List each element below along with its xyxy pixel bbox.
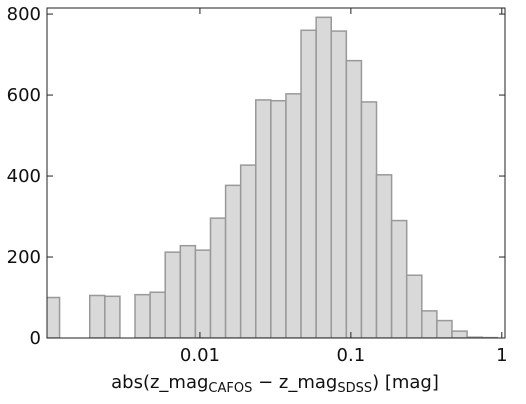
x-label-part: − z_mag [252, 372, 337, 393]
bar [105, 296, 120, 338]
bar [422, 311, 437, 338]
bar [135, 295, 150, 338]
y-tick-label: 200 [7, 247, 41, 268]
bar [241, 165, 256, 338]
y-tick-label: 400 [7, 166, 41, 187]
bar [211, 218, 226, 338]
x-label-subscript: CAFOS [208, 381, 252, 396]
x-label-subscript: SDSS [337, 381, 372, 396]
y-tick-label: 800 [7, 4, 41, 25]
bar [226, 185, 241, 338]
bar [286, 94, 301, 338]
x-label-part: abs(z_mag [111, 372, 208, 393]
bar [346, 61, 361, 338]
x-label-part: ) [mag] [372, 372, 439, 393]
bar [150, 292, 165, 338]
bar [271, 101, 286, 338]
bar [165, 252, 180, 338]
bar [195, 250, 210, 338]
bar [301, 30, 316, 338]
bar [452, 331, 467, 338]
bar [407, 275, 422, 338]
x-tick-label: 1 [496, 345, 507, 366]
y-tick-label: 0 [30, 328, 41, 349]
bars [44, 17, 497, 338]
bar [361, 102, 376, 338]
bar [316, 17, 331, 338]
bar [90, 295, 105, 338]
bar [437, 321, 452, 338]
bar [392, 221, 407, 338]
x-axis-label: abs(z_magCAFOS − z_magSDSS) [mag] [111, 372, 439, 396]
x-tick-label: 0.01 [180, 345, 220, 366]
y-tick-label: 600 [7, 85, 41, 106]
bar [331, 31, 346, 338]
bar [377, 175, 392, 338]
x-tick-label: 0.1 [337, 345, 366, 366]
bar [180, 246, 195, 338]
bar [256, 100, 271, 338]
